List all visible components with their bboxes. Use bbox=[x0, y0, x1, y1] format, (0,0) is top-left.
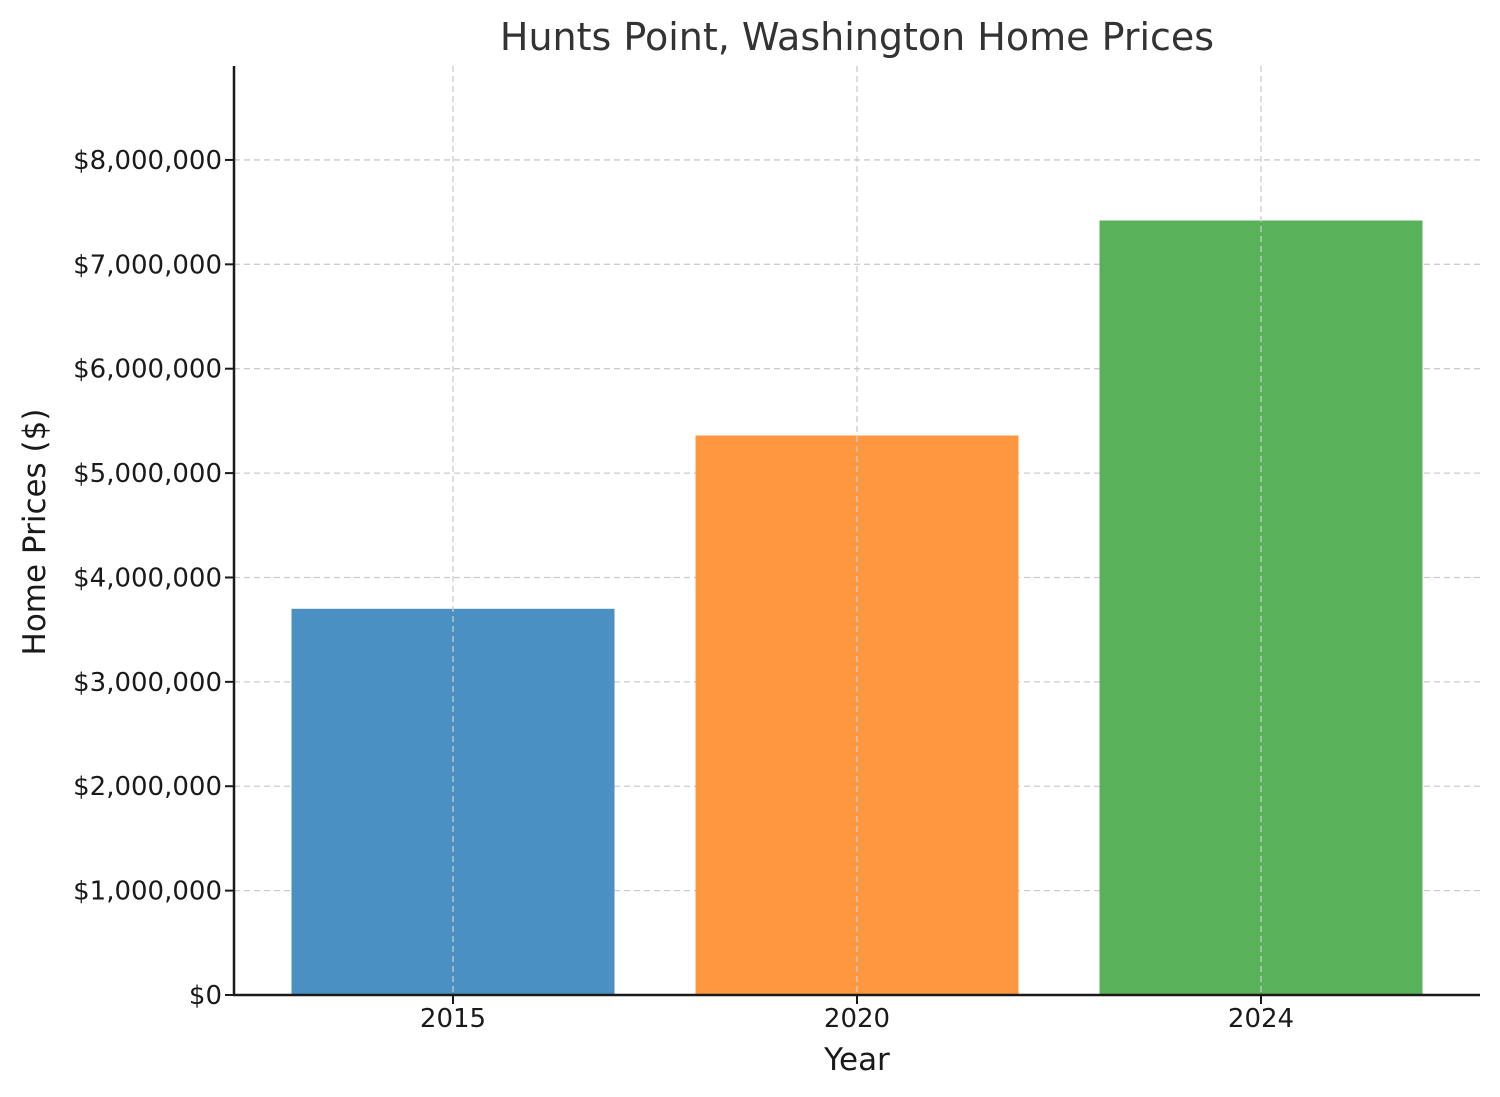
x-axis-label: Year bbox=[823, 1042, 890, 1078]
y-tick-label: $0 bbox=[189, 981, 222, 1011]
y-tick-label: $3,000,000 bbox=[73, 668, 222, 698]
y-tick-label: $2,000,000 bbox=[73, 772, 222, 802]
y-tick-label: $1,000,000 bbox=[73, 877, 222, 907]
y-tick-label: $7,000,000 bbox=[73, 250, 222, 280]
y-tick-label: $5,000,000 bbox=[73, 459, 222, 489]
y-axis-label: Home Prices ($) bbox=[17, 409, 53, 656]
y-tick-label: $6,000,000 bbox=[73, 355, 222, 385]
y-axis-ticks: $0 $1,000,000 $2,000,000 $3,000,000 $4,000,0… bbox=[73, 146, 234, 1011]
x-tick-label: 2024 bbox=[1228, 1004, 1294, 1034]
vertical-grid-lines bbox=[452, 66, 1262, 995]
y-tick-label: $8,000,000 bbox=[73, 146, 222, 176]
x-tick-label: 2015 bbox=[420, 1004, 486, 1034]
y-tick-label: $4,000,000 bbox=[73, 563, 222, 593]
chart-title: Hunts Point, Washington Home Prices bbox=[500, 15, 1214, 59]
x-axis-ticks: 2015 2020 2024 bbox=[420, 995, 1294, 1034]
x-tick-label: 2020 bbox=[824, 1004, 890, 1034]
